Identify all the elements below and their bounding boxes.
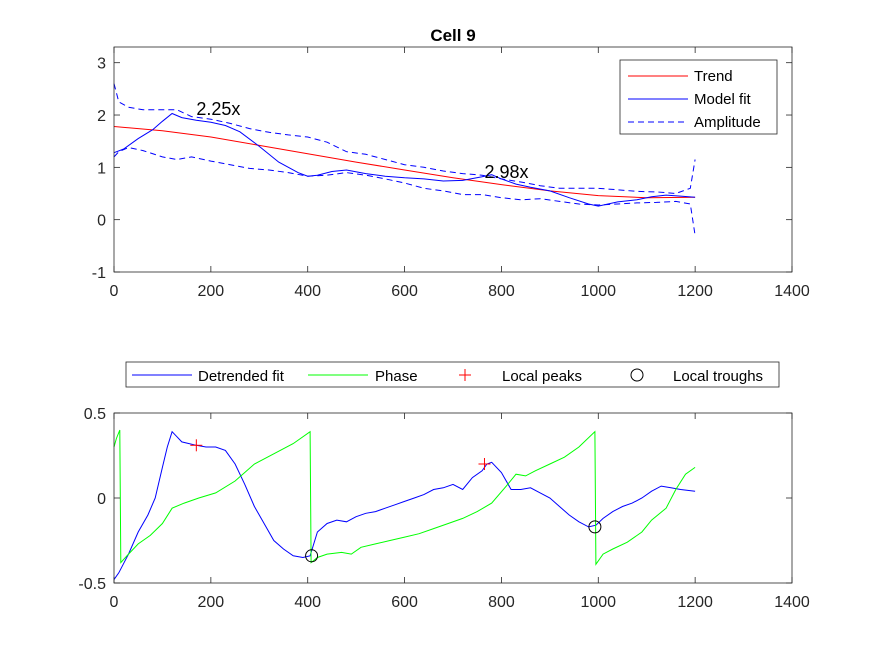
x-tick-label: 1200 bbox=[677, 283, 713, 300]
annotation-2-25x: 2.25x bbox=[196, 99, 240, 119]
annotation-2-98x: 2.98x bbox=[484, 162, 528, 182]
chart-top-plot-area bbox=[113, 83, 696, 236]
x-tick-label: 0 bbox=[110, 283, 119, 300]
trough-marker bbox=[305, 549, 319, 563]
chart-bottom: Detrended fit Phase Local peaks Local tr… bbox=[78, 361, 810, 611]
legend-detrended-fit-label: Detrended fit bbox=[198, 368, 285, 385]
legend-trend-label: Trend bbox=[694, 68, 733, 85]
chart-top-axes-box bbox=[113, 46, 793, 273]
y-tick-label: 2 bbox=[97, 108, 106, 125]
x-tick-label: 800 bbox=[488, 594, 515, 611]
chart-top-legend-box bbox=[619, 59, 778, 135]
chart-bottom-ticks: 0 200 400 600 800 1000 1200 1400-0.500.5 bbox=[78, 406, 809, 611]
y-tick-label: 0 bbox=[97, 491, 106, 508]
chart-top-legend: Trend Model fit Amplitude bbox=[619, 59, 778, 135]
y-tick-label: 1 bbox=[97, 160, 106, 177]
y-tick-label: 3 bbox=[97, 56, 106, 73]
series-line-0-0 bbox=[113, 126, 696, 199]
peak-marker bbox=[190, 439, 203, 452]
series-line-0-2 bbox=[113, 83, 696, 195]
x-tick-label: 400 bbox=[294, 594, 321, 611]
y-tick-label: -0.5 bbox=[78, 576, 106, 593]
x-tick-label: 1200 bbox=[677, 594, 713, 611]
series-line-1-0 bbox=[113, 430, 696, 580]
legend-local-troughs-swatch bbox=[630, 368, 644, 382]
x-tick-label: 400 bbox=[294, 283, 321, 300]
legend-model-fit-label: Model fit bbox=[694, 91, 752, 108]
legend-amplitude-label: Amplitude bbox=[694, 114, 761, 131]
series-line-0-3 bbox=[113, 146, 696, 236]
x-tick-label: 1000 bbox=[580, 283, 616, 300]
chart-top-annotations: 2.25x 2.98x bbox=[196, 99, 528, 182]
y-tick-label: 0.5 bbox=[84, 406, 106, 423]
chart-top-title: Cell 9 bbox=[430, 26, 475, 45]
legend-local-peaks-label: Local peaks bbox=[502, 368, 582, 385]
legend-phase-label: Phase bbox=[375, 368, 418, 385]
x-tick-label: 600 bbox=[391, 594, 418, 611]
x-tick-label: 1400 bbox=[774, 594, 810, 611]
legend-local-peaks-swatch bbox=[459, 369, 471, 381]
x-tick-label: 0 bbox=[110, 594, 119, 611]
x-tick-label: 600 bbox=[391, 283, 418, 300]
x-tick-label: 1000 bbox=[580, 594, 616, 611]
series-line-0-1 bbox=[113, 112, 696, 207]
x-tick-label: 200 bbox=[198, 594, 225, 611]
chart-bottom-legend-box bbox=[125, 361, 780, 388]
y-tick-label: 0 bbox=[97, 213, 106, 230]
peak-marker bbox=[478, 458, 491, 470]
x-tick-label: 800 bbox=[488, 283, 515, 300]
trough-marker bbox=[588, 520, 602, 534]
series-line-1-1 bbox=[113, 429, 696, 566]
chart-bottom-legend: Detrended fit Phase Local peaks Local tr… bbox=[125, 361, 780, 388]
x-tick-label: 200 bbox=[198, 283, 225, 300]
y-tick-label: -1 bbox=[92, 265, 106, 282]
x-tick-label: 1400 bbox=[774, 283, 810, 300]
legend-local-troughs-label: Local troughs bbox=[673, 368, 763, 385]
chart-bottom-plot-area bbox=[113, 429, 696, 580]
